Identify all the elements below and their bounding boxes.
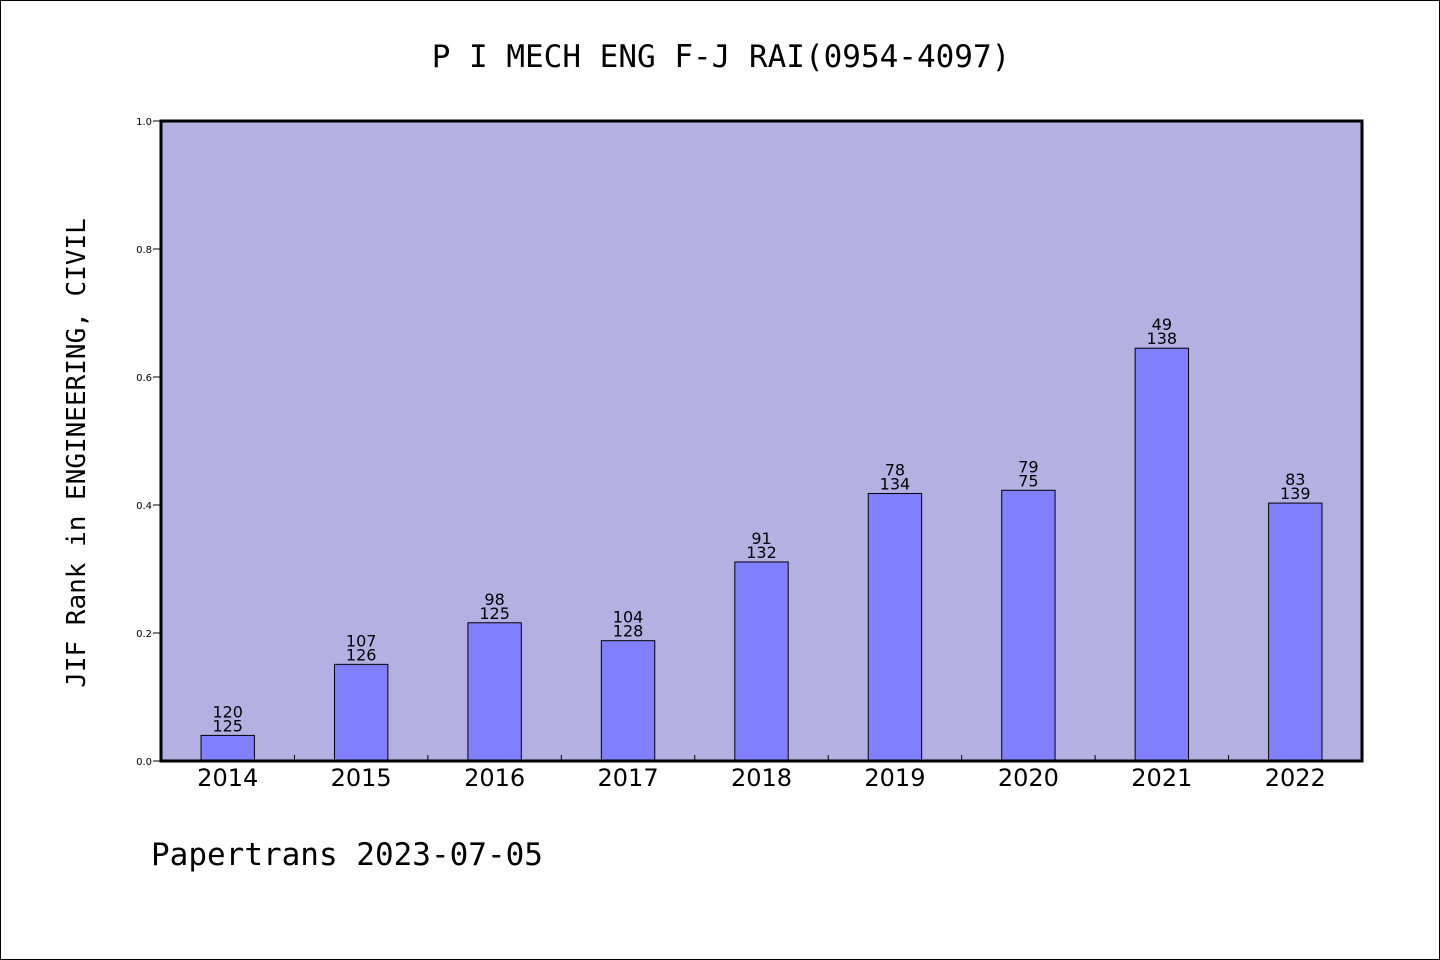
x-tick-label-2018: 2018 bbox=[731, 764, 792, 792]
x-tick-label-2019: 2019 bbox=[864, 764, 925, 792]
bar-label-rank-2021: 49 bbox=[1152, 315, 1172, 334]
bar-label-total-2022: 139 bbox=[1280, 484, 1311, 503]
bar-label-total-2015: 126 bbox=[346, 645, 377, 664]
footer-text: Papertrans 2023-07-05 bbox=[151, 837, 543, 873]
bar-label-total-2020: 75 bbox=[1018, 471, 1038, 490]
bar-2020 bbox=[1001, 489, 1056, 762]
y-tick-label-0.4: 0.4 bbox=[136, 501, 152, 512]
bar-label-rank-2014: 120 bbox=[212, 702, 243, 721]
x-tick-label-2017: 2017 bbox=[598, 764, 659, 792]
y-tick-label-0.2: 0.2 bbox=[136, 629, 152, 640]
bar-label-rank-2016: 98 bbox=[484, 590, 504, 609]
bar-label-rank-2015: 107 bbox=[346, 631, 377, 650]
bar-label-total-2019: 134 bbox=[880, 474, 911, 493]
bar-2014 bbox=[200, 734, 255, 762]
chart-title: P I MECH ENG F-J RAI(0954-4097) bbox=[432, 39, 1011, 75]
bar-label-total-2016: 125 bbox=[479, 604, 510, 623]
bar-label-total-2017: 128 bbox=[613, 622, 644, 641]
bar-label-rank-2018: 91 bbox=[751, 529, 771, 548]
bar-label-rank-2022: 83 bbox=[1285, 470, 1305, 489]
x-tick-label-2016: 2016 bbox=[464, 764, 525, 792]
bar-label-total-2018: 132 bbox=[746, 543, 777, 562]
ticks-layer: 2014 2015 2016 2017 2018 2019 2020 2021 2022 0.0 0… bbox=[136, 117, 1326, 792]
bar-label-rank-2020: 79 bbox=[1018, 457, 1038, 476]
bar-2016 bbox=[467, 622, 522, 762]
x-tick-label-2021: 2021 bbox=[1131, 764, 1192, 792]
y-tick-label-0.8: 0.8 bbox=[136, 245, 152, 256]
bar-label-total-2014: 125 bbox=[212, 716, 243, 735]
bar-label-total-2021: 138 bbox=[1147, 329, 1178, 348]
x-tick-label-2022: 2022 bbox=[1265, 764, 1326, 792]
bar-2021 bbox=[1134, 347, 1190, 762]
x-tick-label-2015: 2015 bbox=[331, 764, 392, 792]
y-tick-label-0.6: 0.6 bbox=[136, 373, 152, 384]
bar-2019 bbox=[867, 492, 923, 762]
plot-frame bbox=[159, 119, 1364, 763]
y-tick-label-0.0: 0.0 bbox=[136, 757, 152, 768]
bar-label-rank-2019: 78 bbox=[885, 460, 905, 479]
bar-2017 bbox=[600, 640, 656, 762]
bar-label-rank-2017: 104 bbox=[613, 608, 644, 627]
y-axis-label: JIF Rank in ENGINEERING, CIVIL bbox=[62, 218, 92, 688]
bar-2022 bbox=[1268, 502, 1323, 762]
x-tick-label-2014: 2014 bbox=[197, 764, 258, 792]
bar-2015 bbox=[333, 663, 389, 762]
bar-2018 bbox=[734, 561, 789, 762]
y-tick-label-1.0: 1.0 bbox=[136, 117, 152, 128]
x-tick-label-2020: 2020 bbox=[998, 764, 1059, 792]
